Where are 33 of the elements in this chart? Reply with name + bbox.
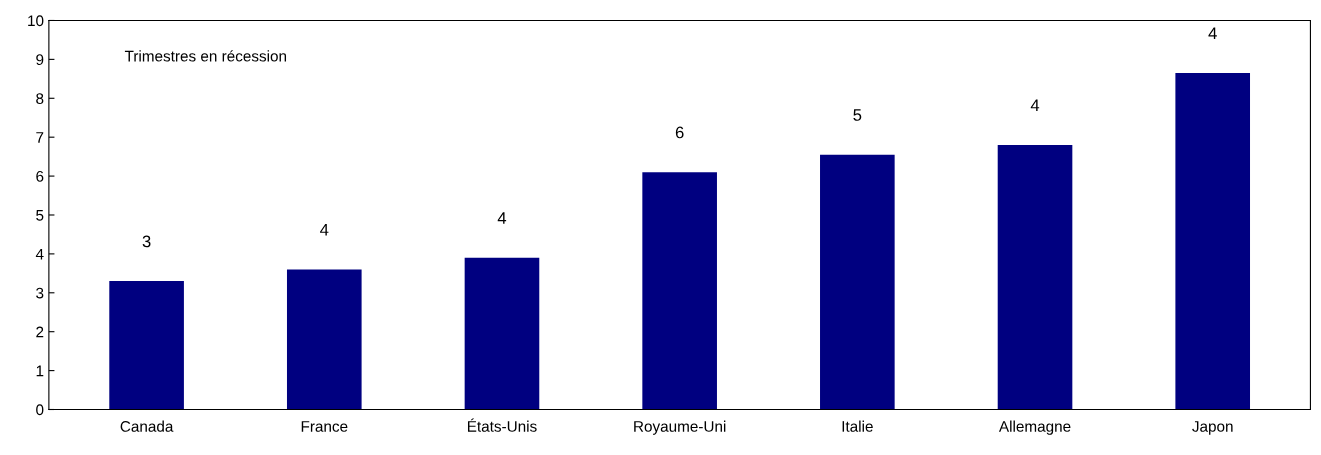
bar bbox=[642, 172, 717, 410]
x-tick-label: Japon bbox=[1192, 421, 1233, 435]
y-tick-label: 8 bbox=[36, 93, 44, 104]
x-tick-label: Allemagne bbox=[998, 420, 1071, 435]
annotation: 4 bbox=[497, 212, 507, 224]
bar bbox=[1175, 72, 1251, 410]
bar bbox=[464, 257, 540, 410]
x-tick-label: Italie bbox=[842, 420, 873, 432]
y-tick-label: 6 bbox=[36, 170, 44, 182]
annotation: 5 bbox=[853, 109, 862, 121]
bar bbox=[820, 154, 895, 410]
annotation: 4 bbox=[320, 223, 329, 236]
x-tick-label: France bbox=[301, 421, 348, 432]
x-tick-label: États-Unis bbox=[467, 418, 537, 432]
y-tick-label: 10 bbox=[28, 15, 44, 27]
y-tick-label: 4 bbox=[35, 248, 44, 260]
x-tick-label: Canada bbox=[120, 420, 174, 432]
bar bbox=[286, 269, 362, 410]
bar bbox=[997, 144, 1073, 410]
annotation: Trimestres en récession bbox=[124, 50, 287, 62]
x-tick-label: Royaume-Uni bbox=[634, 420, 726, 435]
y-tick-label: 2 bbox=[36, 326, 44, 338]
y-tick-label: 7 bbox=[36, 132, 44, 143]
y-tick-label: 1 bbox=[36, 365, 44, 377]
annotation: 6 bbox=[675, 126, 684, 139]
annotation: 3 bbox=[142, 235, 151, 248]
annotation: 4 bbox=[1030, 99, 1040, 111]
y-tick-label: 0 bbox=[36, 404, 44, 416]
y-tick-label: 3 bbox=[36, 287, 44, 299]
bar bbox=[109, 281, 184, 410]
y-tick-label: 5 bbox=[36, 210, 44, 221]
y-tick-label: 9 bbox=[36, 54, 44, 66]
annotation: 4 bbox=[1208, 27, 1217, 39]
